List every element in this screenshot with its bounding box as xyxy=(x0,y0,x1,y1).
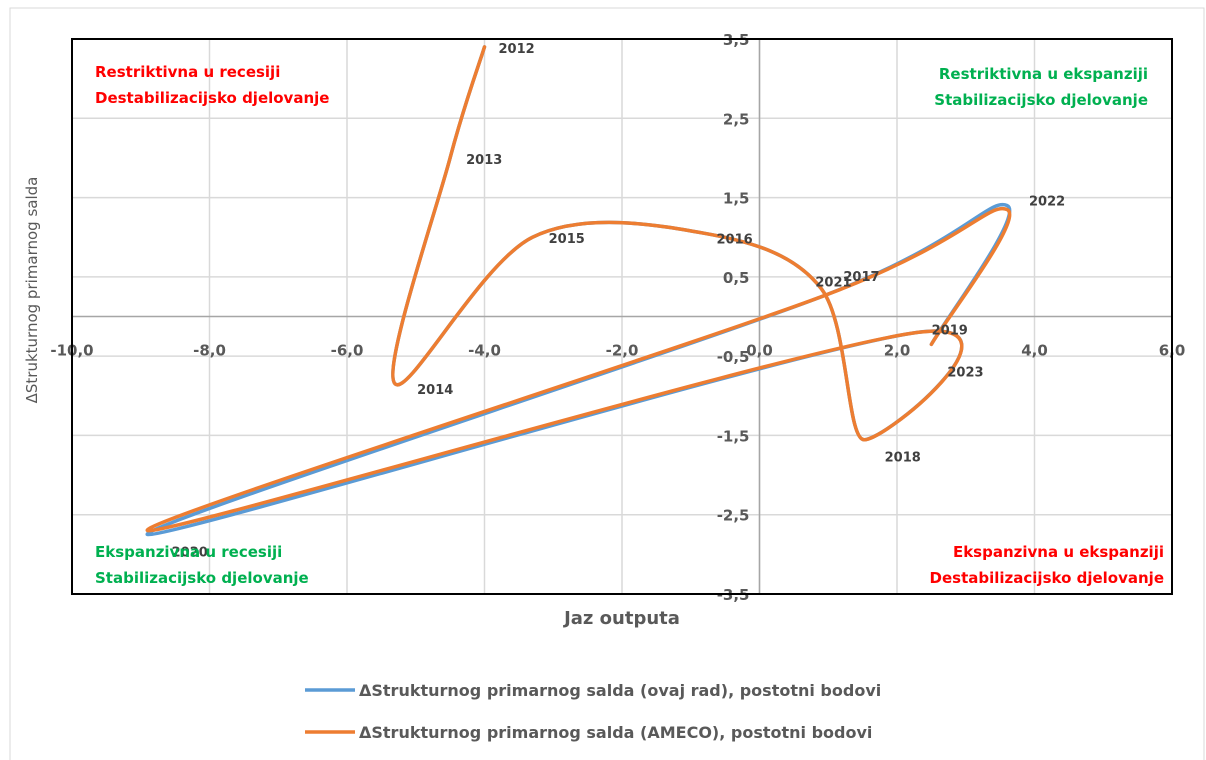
tick-labels: -10,0 -8,0 -6,0 -4,0 -2,0 0,0 2,0 4,0 6,03,52,51… xyxy=(50,31,1185,604)
x-axis-title: Jaz outputa xyxy=(562,608,680,629)
x-tick-label-1: -8,0 xyxy=(193,342,226,360)
year-label-2023: 2023 xyxy=(947,365,983,380)
x-tick-label-6: 2,0 xyxy=(884,342,911,360)
x-tick-label-7: 4,0 xyxy=(1021,342,1048,360)
quadrant-bl-line1: Ekspanzivna u recesiji xyxy=(95,543,282,561)
series-lines xyxy=(145,45,1012,537)
legend-label-0: ΔStrukturnog primarnog salda (ovaj rad),… xyxy=(359,681,881,700)
y-tick-label-5: -1,5 xyxy=(717,427,750,445)
y-tick-label-4: -0,5 xyxy=(717,348,750,366)
series-line-0 xyxy=(145,45,1012,537)
y-tick-label-1: 2,5 xyxy=(723,110,750,128)
year-label-2012: 2012 xyxy=(499,42,535,57)
quadrant-br-line1: Ekspanzivna u ekspanziji xyxy=(953,543,1164,561)
x-tick-label-3: -4,0 xyxy=(468,342,501,360)
x-tick-label-4: -2,0 xyxy=(606,342,639,360)
year-label-2016: 2016 xyxy=(717,232,753,247)
y-tick-label-6: -2,5 xyxy=(717,507,750,525)
quadrant-tr-line2: Stabilizacijsko djelovanje xyxy=(934,91,1148,109)
y-axis-title: ΔStrukturnog primarnog salda xyxy=(23,177,41,404)
year-label-2013: 2013 xyxy=(466,153,502,168)
year-label-2021: 2021 xyxy=(815,276,851,291)
quadrant-tr-line1: Restriktivna u ekspanziji xyxy=(939,65,1148,83)
x-tick-label-2: -6,0 xyxy=(331,342,364,360)
y-tick-label-3: 0,5 xyxy=(723,269,750,287)
legend-label-1: ΔStrukturnog primarnog salda (AMECO), po… xyxy=(359,723,872,742)
x-tick-label-5: 0,0 xyxy=(746,342,773,360)
year-label-2019: 2019 xyxy=(932,323,968,338)
axes xyxy=(72,39,1172,594)
year-label-2017: 2017 xyxy=(843,270,879,285)
quadrant-bl-line2: Stabilizacijsko djelovanje xyxy=(95,569,309,587)
quadrant-br-line2: Destabilizacijsko djelovanje xyxy=(930,569,1164,587)
plot-area-border xyxy=(71,38,1173,595)
year-label-2022: 2022 xyxy=(1029,194,1065,209)
year-label-2015: 2015 xyxy=(549,232,585,247)
year-label-2018: 2018 xyxy=(885,450,921,465)
chart-area-border xyxy=(9,7,1205,760)
year-label-2014: 2014 xyxy=(417,383,453,398)
y-tick-label-2: 1,5 xyxy=(723,190,750,208)
legend: ΔStrukturnog primarnog salda (ovaj rad),… xyxy=(305,681,881,742)
quadrant-tl-line2: Destabilizacijsko djelovanje xyxy=(95,89,329,107)
year-label-2020: 2020 xyxy=(172,546,208,561)
quadrant-labels: Restriktivna u recesiji Destabilizacijsko… xyxy=(95,63,1164,587)
year-labels: 2012 2013 2014 2015 2016 2017 2018 2019 2020 2021… xyxy=(172,42,1066,561)
series-line-1 xyxy=(145,45,1012,533)
quadrant-tl-line1: Restriktivna u recesiji xyxy=(95,63,280,81)
